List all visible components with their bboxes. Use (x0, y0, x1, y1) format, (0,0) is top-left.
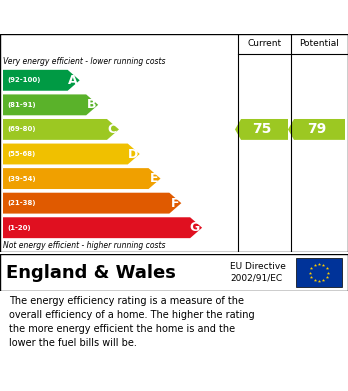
Polygon shape (3, 143, 140, 165)
Text: (21-38): (21-38) (7, 200, 35, 206)
Text: (81-91): (81-91) (7, 102, 35, 108)
Text: D: D (127, 147, 138, 160)
Polygon shape (3, 168, 160, 189)
Text: England & Wales: England & Wales (6, 264, 176, 282)
Text: Current: Current (247, 39, 282, 48)
Text: Potential: Potential (300, 39, 339, 48)
Text: C: C (108, 123, 117, 136)
Text: Not energy efficient - higher running costs: Not energy efficient - higher running co… (3, 241, 166, 250)
Polygon shape (3, 217, 202, 238)
Text: A: A (68, 74, 78, 87)
Text: 75: 75 (252, 122, 271, 136)
Text: E: E (150, 172, 159, 185)
Text: F: F (171, 197, 179, 210)
Polygon shape (3, 94, 98, 115)
Text: G: G (190, 221, 200, 234)
Text: Energy Efficiency Rating: Energy Efficiency Rating (9, 7, 238, 25)
Text: Very energy efficient - lower running costs: Very energy efficient - lower running co… (3, 57, 166, 66)
Text: 79: 79 (307, 122, 326, 136)
Text: The energy efficiency rating is a measure of the
overall efficiency of a home. T: The energy efficiency rating is a measur… (9, 296, 254, 348)
Polygon shape (3, 70, 80, 91)
Text: (55-68): (55-68) (7, 151, 35, 157)
Polygon shape (3, 119, 119, 140)
Bar (296, 258, 342, 287)
Polygon shape (288, 119, 345, 140)
Text: (69-80): (69-80) (7, 126, 35, 133)
Text: B: B (87, 99, 96, 111)
Text: EU Directive
2002/91/EC: EU Directive 2002/91/EC (230, 262, 286, 283)
Polygon shape (3, 193, 181, 213)
Text: (39-54): (39-54) (7, 176, 35, 181)
Polygon shape (235, 119, 288, 140)
Text: (92-100): (92-100) (7, 77, 40, 83)
Text: (1-20): (1-20) (7, 225, 31, 231)
